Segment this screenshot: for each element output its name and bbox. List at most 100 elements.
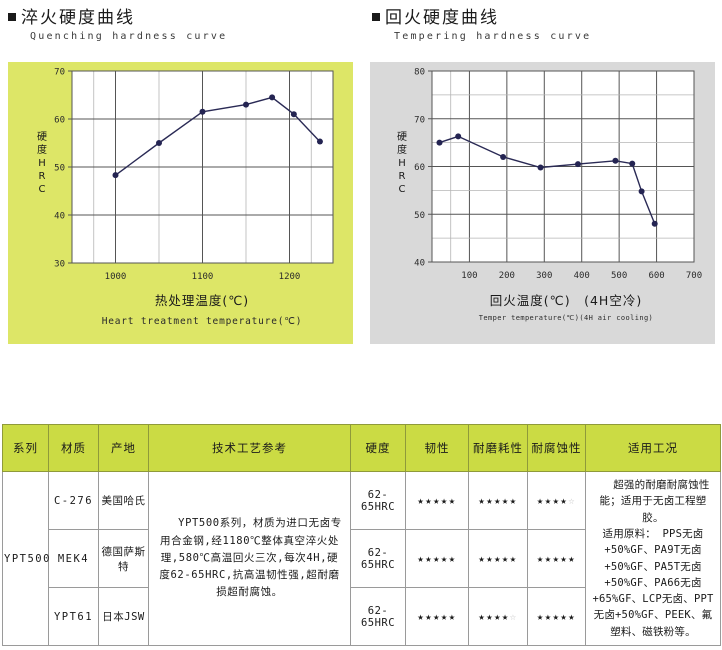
th-wear: 耐磨耗性 xyxy=(468,424,528,472)
star-filled-icon: ★ xyxy=(494,552,502,565)
data-point xyxy=(436,139,443,146)
cell-material: C-276 xyxy=(48,471,99,530)
cell-origin: 德国萨斯特 xyxy=(98,529,149,588)
y-tick-label: 40 xyxy=(414,259,425,269)
y-tick-label: 70 xyxy=(54,68,65,78)
star-filled-icon: ★ xyxy=(425,494,434,507)
tempering-x-axis-label-cn: 回火温度(℃) (4H空冷) xyxy=(490,293,642,308)
y-axis-label-char: 度 xyxy=(37,143,47,156)
star-filled-icon: ★ xyxy=(544,552,553,565)
star-filled-icon: ★ xyxy=(425,610,434,623)
x-tick-label: 700 xyxy=(686,271,702,281)
star-filled-icon: ★ xyxy=(448,552,457,565)
x-tick-label: 1100 xyxy=(192,272,214,282)
cell-toughness-rating: ★★★★★ xyxy=(405,587,469,646)
x-tick-label: 100 xyxy=(461,271,477,281)
cell-toughness-rating: ★★★★★ xyxy=(405,471,469,530)
cell-material: YPT61 xyxy=(48,587,99,646)
cell-wear-rating: ★★★★★ xyxy=(468,471,528,530)
star-filled-icon: ★ xyxy=(501,552,510,565)
quenching-title-en: Quenching hardness curve xyxy=(30,31,228,42)
data-point xyxy=(199,108,206,115)
star-filled-icon: ★ xyxy=(568,552,577,565)
th-tech: 技术工艺参考 xyxy=(148,424,351,472)
quenching-x-axis-label-en: Heart treatment temperature(℃) xyxy=(102,316,303,327)
y-axis-label-char: 硬 xyxy=(397,131,407,143)
quenching-x-axis-label-cn: 热处理温度(℃) xyxy=(155,293,249,308)
data-point xyxy=(500,153,507,160)
y-tick-label: 60 xyxy=(414,163,425,173)
star-filled-icon: ★ xyxy=(544,610,553,623)
star-filled-icon: ★ xyxy=(433,610,441,623)
cell-origin: 日本JSW xyxy=(98,587,149,646)
star-filled-icon: ★ xyxy=(425,552,434,565)
tempering-x-axis-label-en: Temper temperature(℃)(4H air cooling) xyxy=(479,314,653,322)
star-filled-icon: ★ xyxy=(440,494,449,507)
tempering-data-points xyxy=(436,133,658,227)
star-filled-icon: ★ xyxy=(417,610,426,623)
star-filled-icon: ★ xyxy=(433,552,441,565)
y-tick-label: 60 xyxy=(54,116,65,126)
quenching-y-tick-labels: 30 40 50 60 70 xyxy=(54,68,72,270)
star-filled-icon: ★ xyxy=(494,494,502,507)
cell-corrosion-rating: ★★★★★ xyxy=(527,587,586,646)
star-filled-icon: ★ xyxy=(544,494,553,507)
star-filled-icon: ★ xyxy=(494,610,502,623)
spec-table: 系列 材质 产地 技术工艺参考 硬度 韧性 耐磨耗性 耐腐蚀性 适用工况 YPT… xyxy=(2,424,721,646)
y-axis-label-char: 度 xyxy=(397,143,407,156)
data-point xyxy=(112,172,119,179)
star-filled-icon: ★ xyxy=(568,610,577,623)
th-applicable: 适用工况 xyxy=(585,424,721,472)
y-axis-label-char: 硬 xyxy=(37,131,47,143)
star-filled-icon: ★ xyxy=(536,494,545,507)
star-filled-icon: ★ xyxy=(486,494,495,507)
cell-corrosion-rating: ★★★★☆ xyxy=(527,471,586,530)
square-bullet-icon xyxy=(8,13,16,21)
star-filled-icon: ★ xyxy=(440,552,449,565)
th-corrosion: 耐腐蚀性 xyxy=(527,424,586,472)
cell-tech-note: YPT500系列，材质为进口无卤专用合金钢,经1180℃整体真空淬火处理,580… xyxy=(148,471,351,646)
data-point xyxy=(629,160,636,167)
data-point xyxy=(156,140,162,146)
cell-hardness: 62-65HRC xyxy=(350,471,406,530)
tempering-title-cn-line: 回火硬度曲线 xyxy=(372,8,591,28)
square-bullet-icon xyxy=(372,13,380,21)
y-tick-label: 40 xyxy=(54,212,65,222)
tempering-x-tick-labels: 100 200 300 400 500 600 700 xyxy=(461,271,702,281)
data-point xyxy=(574,161,581,168)
data-point xyxy=(243,101,249,108)
data-point xyxy=(537,164,544,171)
table-header-row: 系列 材质 产地 技术工艺参考 硬度 韧性 耐磨耗性 耐腐蚀性 适用工况 xyxy=(2,424,721,472)
star-filled-icon: ★ xyxy=(486,610,495,623)
star-filled-icon: ★ xyxy=(478,494,487,507)
star-filled-icon: ★ xyxy=(552,494,561,507)
star-empty-icon: ☆ xyxy=(509,610,518,623)
y-axis-label-char: R xyxy=(39,171,46,182)
star-filled-icon: ★ xyxy=(440,610,449,623)
quenching-x-tick-labels: 1000 1100 1200 xyxy=(105,272,301,282)
star-filled-icon: ★ xyxy=(417,552,426,565)
th-toughness: 韧性 xyxy=(405,424,469,472)
y-axis-label-char: C xyxy=(39,184,46,195)
star-filled-icon: ★ xyxy=(501,494,510,507)
x-tick-label: 500 xyxy=(611,271,627,281)
data-point xyxy=(316,138,323,145)
star-filled-icon: ★ xyxy=(536,610,545,623)
table-row: YPT61 日本JSW 62-65HRC ★★★★★ ★★★★☆ ★★★★★ xyxy=(3,587,721,646)
applicable-para-2: 适用原料： xyxy=(602,527,656,540)
star-filled-icon: ★ xyxy=(478,610,487,623)
data-point xyxy=(290,111,297,118)
applicable-para-1: 超强的耐磨耐腐蚀性能；适用于无卤工程塑胶。 xyxy=(599,479,710,524)
y-tick-label: 50 xyxy=(414,211,425,221)
cell-wear-rating: ★★★★☆ xyxy=(468,587,528,646)
data-point xyxy=(612,157,619,164)
cell-hardness: 62-65HRC xyxy=(350,529,406,588)
star-filled-icon: ★ xyxy=(486,552,495,565)
cell-corrosion-rating: ★★★★★ xyxy=(527,529,586,588)
data-point xyxy=(638,188,645,195)
